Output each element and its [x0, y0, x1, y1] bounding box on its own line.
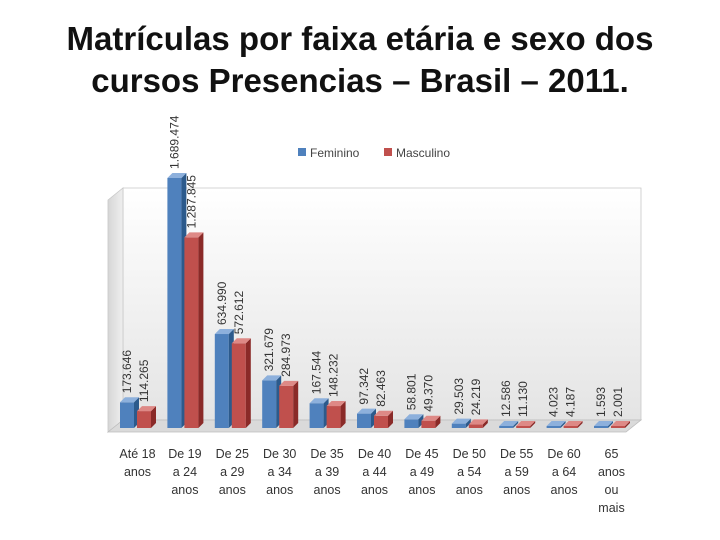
x-tick-3: De 30 a 34 anos — [263, 447, 296, 497]
value-label-0-1: 1.689.474 — [167, 115, 181, 169]
bar-0-9 — [546, 421, 566, 428]
value-label-1-1: 1.287.845 — [184, 175, 198, 229]
value-label-0-9: 4.023 — [547, 387, 561, 417]
value-label-0-8: 12.586 — [499, 380, 513, 417]
bar-1-1 — [184, 232, 204, 428]
bar-0-2 — [214, 329, 234, 428]
bar-1-3 — [279, 380, 299, 428]
x-tick-5: De 40 a 44 anos — [358, 447, 391, 497]
x-tick-9: De 60 a 64 anos — [547, 447, 580, 497]
bar-1-8 — [516, 421, 536, 428]
x-tick-1: De 19 a 24 anos — [168, 447, 201, 497]
bar-0-0 — [120, 397, 139, 428]
bar-0-8 — [499, 421, 519, 428]
x-tick-10: 65 anos ou mais — [598, 447, 625, 515]
bar-1-0 — [137, 406, 156, 428]
value-label-0-6: 58.801 — [404, 373, 418, 410]
bar-0-6 — [404, 414, 424, 428]
slide-title: Matrículas por faixa etária e sexo dos c… — [0, 18, 720, 102]
bar-1-4 — [326, 401, 346, 428]
slide-title-line-2: cursos Presencias – Brasil – 2011. — [91, 62, 629, 99]
x-tick-2: De 25 a 29 anos — [216, 447, 249, 497]
value-label-0-5: 97.342 — [357, 368, 371, 405]
bar-1-5 — [374, 410, 393, 428]
x-tick-8: De 55 a 59 anos — [500, 447, 533, 497]
legend-label-0: Feminino — [310, 146, 360, 160]
x-tick-0: Até 18 anos — [119, 447, 155, 479]
value-label-1-8: 11.130 — [516, 381, 530, 417]
value-label-1-5: 82.463 — [374, 370, 388, 407]
value-label-0-3: 321.679 — [262, 328, 276, 372]
value-label-1-2: 572.612 — [232, 291, 246, 335]
bar-1-6 — [421, 415, 441, 428]
chart-legend: Feminino Masculino — [298, 146, 450, 160]
value-label-0-2: 634.990 — [215, 281, 229, 325]
chart-side-wall — [107, 187, 124, 433]
chart-wall — [106, 187, 643, 433]
value-label-1-4: 148.232 — [327, 353, 341, 397]
bar-0-5 — [357, 408, 376, 428]
x-tick-7: De 50 a 54 anos — [453, 447, 486, 497]
value-label-1-9: 4.187 — [564, 387, 578, 417]
x-tick-6: De 45 a 49 anos — [405, 447, 438, 497]
bar-1-9 — [563, 421, 583, 428]
bar-1-10 — [611, 421, 630, 428]
value-label-0-10: 1.593 — [594, 387, 608, 417]
legend-swatch-0 — [298, 148, 306, 156]
value-label-1-7: 24.219 — [469, 378, 483, 415]
bar-0-4 — [309, 398, 329, 428]
bar-0-3 — [262, 375, 282, 428]
value-label-0-4: 167.544 — [310, 351, 324, 395]
chart-bars — [120, 172, 630, 428]
value-label-1-0: 114.265 — [137, 359, 151, 402]
bar-0-10 — [594, 421, 613, 428]
value-label-0-0: 173.646 — [120, 350, 134, 394]
chart-x-ticks: Até 18 anos De 19 a 24 anos De 25 a 29 anos De 3… — [119, 447, 625, 515]
slide-title-line-1: Matrículas por faixa etária e sexo dos — [66, 20, 654, 57]
bar-1-2 — [231, 338, 251, 428]
legend-label-1: Masculino — [396, 146, 450, 160]
bar-1-7 — [468, 419, 488, 428]
value-label-0-7: 29.503 — [452, 378, 466, 415]
bar-0-7 — [451, 418, 471, 428]
value-label-1-10: 2.001 — [611, 387, 625, 417]
legend-swatch-1 — [384, 148, 392, 156]
x-tick-4: De 35 a 39 anos — [310, 447, 343, 497]
value-label-1-6: 49.370 — [421, 375, 435, 412]
value-label-1-3: 284.973 — [279, 333, 293, 377]
